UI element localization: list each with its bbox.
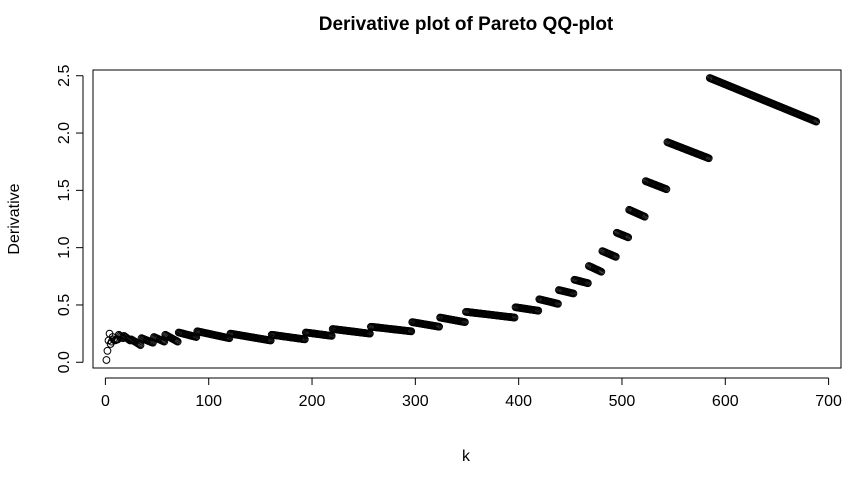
x-tick-label: 500 <box>609 393 636 410</box>
x-tick-label: 700 <box>815 393 842 410</box>
data-point <box>812 117 821 126</box>
y-axis: 0.0 0.5 1.0 1.5 2.0 2.5 <box>56 65 84 373</box>
data-point <box>103 346 112 355</box>
data-point <box>704 154 713 163</box>
data-point <box>624 233 633 242</box>
x-tick-label: 100 <box>195 393 222 410</box>
y-tick-label: 1.0 <box>56 236 73 258</box>
x-tick-label: 200 <box>299 393 326 410</box>
y-tick-label: 0.0 <box>56 351 73 373</box>
data-point <box>461 318 469 327</box>
y-tick-label: 1.5 <box>56 179 73 201</box>
x-tick-label: 0 <box>101 393 110 410</box>
y-tick-label: 2.5 <box>56 65 73 87</box>
data-point <box>597 267 606 276</box>
y-axis-label: Derivative <box>6 183 23 254</box>
x-tick-label: 400 <box>505 393 532 410</box>
x-tick-label: 600 <box>712 393 739 410</box>
data-point <box>102 356 111 364</box>
data-point <box>583 279 592 288</box>
data-point <box>554 299 562 308</box>
data-point <box>640 212 649 221</box>
y-tick-label: 0.5 <box>56 294 73 316</box>
data-point <box>407 327 416 336</box>
plot-area-frame <box>92 69 842 369</box>
data-point <box>611 252 620 261</box>
data-point <box>569 289 578 298</box>
data-point <box>173 337 182 346</box>
data-point <box>534 306 543 315</box>
x-axis-label: k <box>462 448 471 465</box>
x-tick-label: 300 <box>402 393 429 410</box>
data-point <box>510 313 519 322</box>
data-point <box>662 185 671 194</box>
chart-title: Derivative plot of Pareto QQ-plot <box>319 14 614 35</box>
data-points-layer <box>102 74 821 364</box>
data-point <box>435 322 444 331</box>
x-axis: 0 100 200 300 400 500 600 700 <box>101 377 842 410</box>
y-tick-label: 2.0 <box>56 122 73 144</box>
